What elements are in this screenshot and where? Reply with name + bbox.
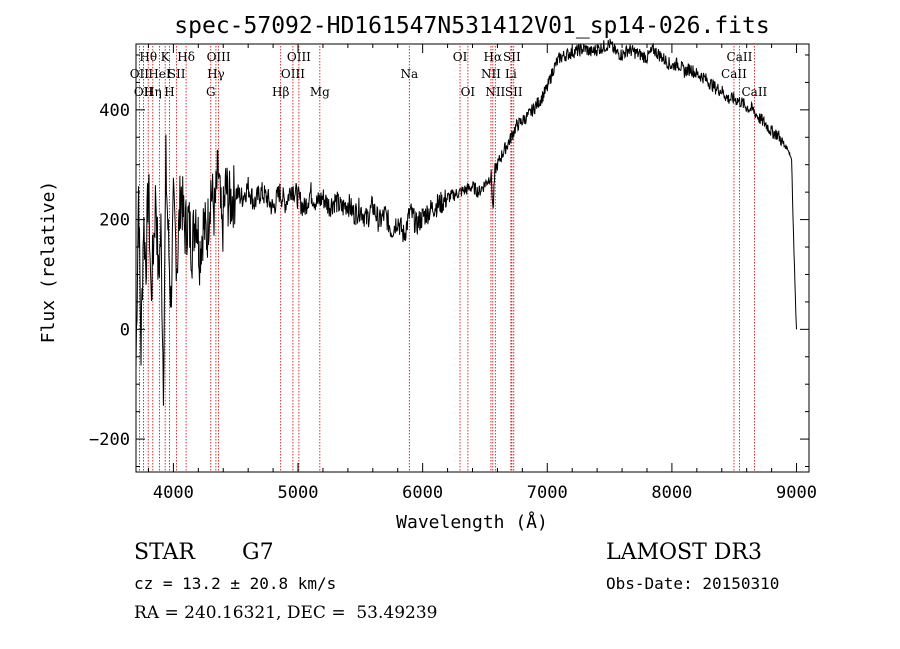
redshift-value: cz = 13.2 ± 20.8 km/s bbox=[134, 574, 337, 593]
x-tick-label: 8000 bbox=[651, 483, 692, 503]
emission-line-label: Hη bbox=[144, 85, 162, 99]
emission-line-label: Hγ bbox=[207, 67, 225, 81]
y-tick-label: 400 bbox=[99, 101, 130, 121]
x-tick-label: 9000 bbox=[776, 483, 817, 503]
emission-line-label: SII bbox=[505, 85, 523, 99]
emission-line-label: HeI bbox=[148, 67, 171, 81]
emission-line-label: NII bbox=[485, 85, 505, 99]
emission-line-label: Li bbox=[505, 67, 517, 81]
y-tick-label: −200 bbox=[89, 430, 130, 450]
survey-name: LAMOST DR3 bbox=[606, 540, 762, 565]
x-tick-label: 7000 bbox=[527, 483, 568, 503]
emission-line-label: CaII bbox=[741, 85, 767, 99]
emission-line-label: CaII bbox=[727, 50, 753, 64]
emission-line-label: G bbox=[206, 85, 216, 99]
x-tick-label: 5000 bbox=[278, 483, 319, 503]
emission-line-label: OIII bbox=[207, 50, 231, 64]
emission-line-label: SII bbox=[168, 67, 186, 81]
x-tick-label: 4000 bbox=[153, 483, 194, 503]
emission-line-label: SII bbox=[503, 50, 521, 64]
object-subclass: G7 bbox=[242, 540, 274, 565]
emission-line-label: Na bbox=[400, 67, 418, 81]
emission-line-label: Hθ bbox=[139, 50, 157, 64]
x-tick-label: 6000 bbox=[402, 483, 443, 503]
emission-line-labels: OII OII Hθ Hη HeI K H SII Hδ G Hγ OIII Hβ OIII OIII Mg N… bbox=[130, 50, 768, 99]
axis-ticks: 4000 5000 6000 7000 8000 9000 −200 0 200 400 bbox=[89, 44, 817, 503]
emission-line-label: OI bbox=[453, 50, 468, 64]
emission-line-label: OI bbox=[461, 85, 476, 99]
emission-line-label: K bbox=[161, 50, 171, 64]
emission-line-label: Hβ bbox=[272, 85, 289, 99]
emission-line-label: OII bbox=[130, 67, 150, 81]
emission-line-label: Mg bbox=[310, 85, 330, 99]
observation-date: Obs-Date: 20150310 bbox=[606, 574, 780, 593]
plot-frame bbox=[135, 43, 810, 473]
x-axis-label: Wavelength (Å) bbox=[396, 511, 548, 533]
y-axis-label: Flux (relative) bbox=[38, 181, 59, 344]
emission-line-label: CaII bbox=[721, 67, 747, 81]
emission-line-markers bbox=[138, 46, 755, 472]
y-tick-label: 200 bbox=[99, 211, 130, 231]
emission-line-label: NII bbox=[481, 67, 501, 81]
emission-line-label: Hα bbox=[484, 50, 503, 64]
emission-line-label: OII bbox=[134, 85, 154, 99]
emission-line-label: Hδ bbox=[177, 50, 195, 64]
emission-line-label: OIII bbox=[281, 67, 305, 81]
object-class: STAR bbox=[134, 540, 195, 565]
chart-title: spec-57092-HD161547N531412V01_sp14-026.f… bbox=[174, 13, 769, 39]
emission-line-label: H bbox=[164, 85, 174, 99]
coordinates: RA = 240.16321, DEC = 53.49239 bbox=[134, 603, 438, 623]
y-tick-label: 0 bbox=[120, 320, 130, 340]
emission-line-label: OIII bbox=[287, 50, 311, 64]
flux-series-line bbox=[135, 38, 797, 406]
